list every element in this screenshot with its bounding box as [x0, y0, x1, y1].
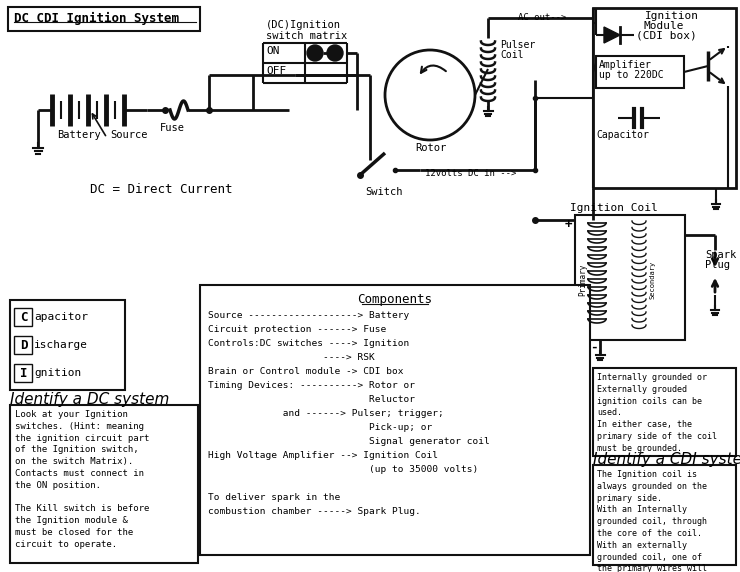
Text: +: + [565, 218, 573, 231]
Text: DC = Direct Current: DC = Direct Current [90, 183, 232, 196]
Text: and ------> Pulser; trigger;: and ------> Pulser; trigger; [208, 409, 444, 418]
Bar [14, 364, 32, 382]
Bar [10, 300, 125, 390]
Bar [593, 465, 736, 565]
Text: D: D [20, 339, 27, 352]
Text: C: C [20, 311, 27, 324]
Text: -: - [590, 341, 597, 354]
Text: Pulser: Pulser [500, 40, 535, 50]
Text: Plug: Plug [705, 260, 730, 270]
Text: To deliver spark in the: To deliver spark in the [208, 493, 340, 502]
Text: (DC)Ignition: (DC)Ignition [266, 20, 341, 30]
Text: Secondary: Secondary [650, 261, 656, 299]
Bar [593, 8, 736, 188]
Text: Circuit protection ------> Fuse: Circuit protection ------> Fuse [208, 325, 386, 334]
Text: OFF: OFF [266, 66, 286, 76]
Text: (CDI box): (CDI box) [636, 31, 697, 41]
Text: Internally grounded or
Externally grouded
ignition coils can be
used.
In either : Internally grounded or Externally groude… [597, 373, 717, 453]
Text: Identify a CDI system: Identify a CDI system [593, 452, 740, 467]
Text: Fuse: Fuse [160, 123, 185, 133]
Text: The Ignition coil is
always grounded on the
primary side.
With an Internally
gro: The Ignition coil is always grounded on … [597, 470, 717, 572]
Text: ischarge: ischarge [34, 340, 88, 350]
Text: Signal generator coil: Signal generator coil [208, 437, 490, 446]
Text: Switch: Switch [365, 187, 403, 197]
Text: Amplifier: Amplifier [599, 60, 652, 70]
Text: 12volts DC in -->: 12volts DC in --> [425, 169, 517, 178]
Text: Controls:DC switches ----> Ignition: Controls:DC switches ----> Ignition [208, 339, 409, 348]
Text: Components: Components [357, 293, 432, 306]
Text: Coil: Coil [500, 50, 523, 60]
Text: Spark: Spark [705, 250, 736, 260]
Text: High Voltage Amplifier --> Ignition Coil: High Voltage Amplifier --> Ignition Coil [208, 451, 438, 460]
Text: Battery: Battery [57, 130, 101, 140]
Text: switch matrix: switch matrix [266, 31, 347, 41]
Text: I: I [20, 367, 27, 380]
Text: Look at your Ignition
switches. (Hint: meaning
the ignition circuit part
of the : Look at your Ignition switches. (Hint: m… [15, 410, 149, 549]
Text: apacitor: apacitor [34, 312, 88, 322]
Text: ON: ON [266, 46, 280, 56]
Polygon shape [604, 27, 620, 43]
Bar [200, 285, 590, 555]
Text: Timing Devices: ----------> Rotor or: Timing Devices: ----------> Rotor or [208, 381, 415, 390]
Bar [14, 336, 32, 354]
Circle shape [327, 45, 343, 61]
Bar [596, 56, 684, 88]
Text: (up to 35000 volts): (up to 35000 volts) [208, 465, 478, 474]
Text: AC out-->: AC out--> [518, 13, 566, 22]
Bar [8, 7, 200, 31]
Text: Reluctor: Reluctor [208, 395, 415, 404]
Text: Primary: Primary [579, 264, 588, 296]
Bar [10, 405, 198, 563]
Text: Module: Module [643, 21, 684, 31]
Text: Source: Source [110, 130, 147, 140]
Text: Capacitor: Capacitor [596, 130, 649, 140]
Text: Ignition: Ignition [645, 11, 699, 21]
Text: DC CDI Ignition System: DC CDI Ignition System [14, 12, 179, 25]
Text: ----> RSK: ----> RSK [208, 353, 374, 362]
Bar [575, 215, 685, 340]
Text: gnition: gnition [34, 368, 81, 378]
Bar [14, 308, 32, 326]
Text: Rotor: Rotor [415, 143, 446, 153]
Text: Brain or Control module -> CDI box: Brain or Control module -> CDI box [208, 367, 403, 376]
Text: up to 220DC: up to 220DC [599, 70, 664, 80]
Text: Identify a DC system: Identify a DC system [10, 392, 169, 407]
Bar [593, 368, 736, 456]
Text: Ignition Coil: Ignition Coil [570, 203, 658, 213]
Text: Source -------------------> Battery: Source -------------------> Battery [208, 311, 409, 320]
Text: Pick-up; or: Pick-up; or [208, 423, 432, 432]
Text: combustion chamber -----> Spark Plug.: combustion chamber -----> Spark Plug. [208, 507, 421, 516]
Circle shape [307, 45, 323, 61]
